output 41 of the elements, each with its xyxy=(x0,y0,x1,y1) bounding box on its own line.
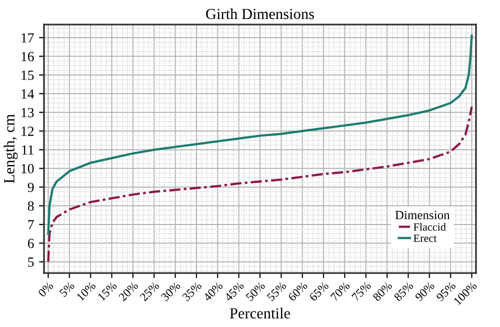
x-tick-label: 90% xyxy=(414,281,436,302)
x-tick-label: 55% xyxy=(266,281,287,302)
x-tick-label: 65% xyxy=(308,281,330,302)
y-tick-label: 13 xyxy=(22,108,34,118)
x-axis-title: Percentile xyxy=(230,308,290,318)
y-tick-label: 16 xyxy=(22,52,34,62)
y-tick-label: 6 xyxy=(28,238,34,248)
y-tick-label: 5 xyxy=(28,258,34,267)
y-tick-label: 11 xyxy=(22,145,34,155)
x-tick-label: 80% xyxy=(372,281,393,302)
y-tick-label: 9 xyxy=(28,182,34,192)
x-tick-label: 60% xyxy=(288,281,308,302)
line-series xyxy=(47,106,473,263)
y-tick-label: 14 xyxy=(22,89,34,98)
x-tick-label: 0% xyxy=(38,281,54,298)
legend-title: Dimension xyxy=(395,210,450,220)
x-tick-label: 70% xyxy=(330,281,350,302)
y-tick-label: 10 xyxy=(22,164,34,174)
x-tick-label: 50% xyxy=(245,281,266,302)
x-tick-label: 15% xyxy=(97,281,118,302)
x-tick-label: 10% xyxy=(76,281,96,302)
y-tick-label: 12 xyxy=(22,126,34,136)
y-tick-label: 8 xyxy=(28,201,34,211)
x-tick-label: 20% xyxy=(118,281,139,302)
x-tick-label: 5% xyxy=(59,281,76,298)
chart-title: Girth Dimensions xyxy=(206,8,314,20)
legend-label: Flaccid xyxy=(414,222,446,231)
line-series xyxy=(47,34,473,235)
x-tick-label: 35% xyxy=(182,281,202,302)
x-tick-label: 95% xyxy=(436,281,456,302)
y-axis-title: Length, cm xyxy=(4,114,18,184)
x-tick-label: 40% xyxy=(202,281,224,302)
x-tick-label: 30% xyxy=(160,281,181,302)
x-tick-label: 75% xyxy=(351,281,372,302)
x-tick-label: 25% xyxy=(139,281,160,302)
y-tick-label: 15 xyxy=(22,70,34,80)
x-tick-label: 85% xyxy=(393,281,414,302)
x-tick-label: 45% xyxy=(224,281,244,302)
y-tick-label: 7 xyxy=(28,220,34,230)
legend-label: Erect xyxy=(414,234,437,242)
y-tick-label: 17 xyxy=(22,33,34,42)
